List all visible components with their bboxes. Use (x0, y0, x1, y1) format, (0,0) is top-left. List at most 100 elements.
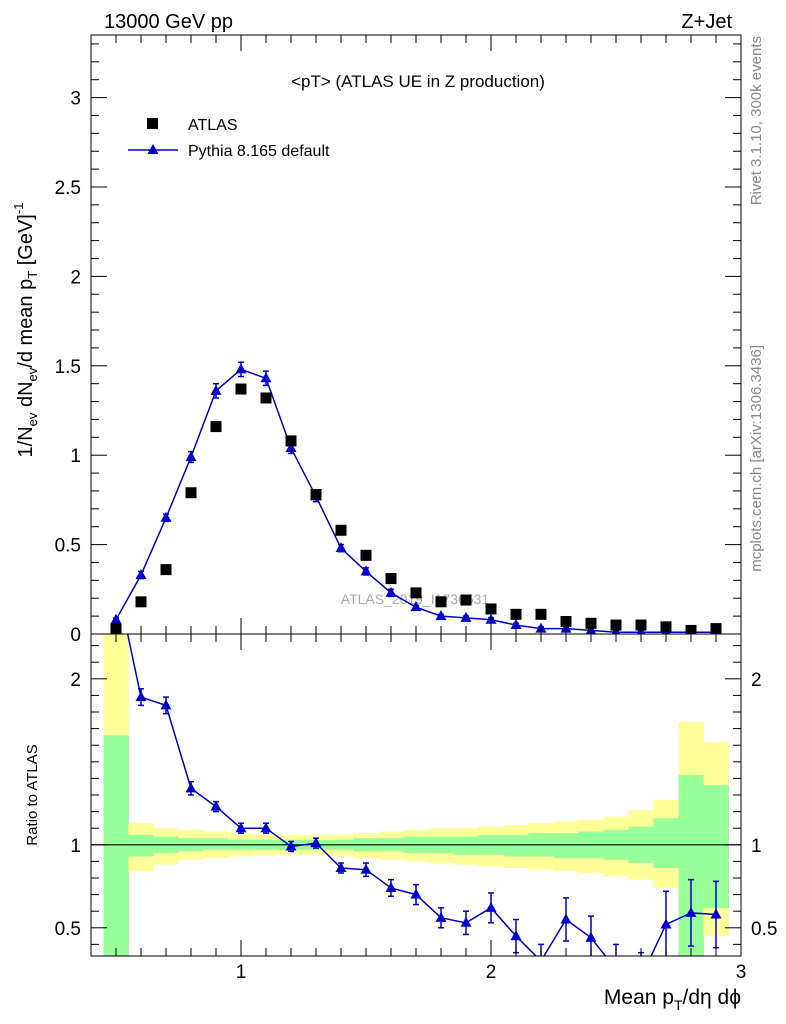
ratio-point (111, 573, 122, 583)
ratio-point (460, 916, 472, 927)
watermark: ATLAS_2019_I1736531 (341, 591, 490, 607)
pythia-point (210, 384, 222, 395)
main-ylabel: 1/Nev dNev/d mean pT [GeV]-1 (11, 203, 40, 458)
ratio-point (360, 863, 372, 874)
atlas-point (410, 587, 422, 599)
atlas-point (535, 608, 547, 620)
ratio-x-tick-label: 3 (736, 962, 747, 983)
ratio-point (510, 930, 522, 941)
ratio-xlabel: Mean pT/dη dϕ (604, 986, 741, 1013)
ratio-panel: 0.5 0.5 1 1 2 2 1 2 3 Ratio to ATLAS Mean pT/dη … (24, 573, 777, 1013)
atlas-point (210, 421, 222, 433)
pythia-point (160, 511, 172, 522)
atlas-point (460, 594, 472, 606)
side-label-bottom: mcplots.cern.ch [arXiv:1306.3436] (748, 345, 765, 572)
main-y-tick-label: 2 (70, 267, 81, 288)
atlas-point (285, 435, 297, 447)
main-panel: ATLAS_2019_I1736531 0 0.5 1 1.5 2 2.5 3 <pT> (… (11, 34, 742, 646)
atlas-point (560, 615, 572, 627)
pythia-point (285, 442, 297, 453)
atlas-point (260, 392, 272, 404)
ratio-point (710, 908, 722, 919)
main-y-tick-label: 1 (70, 446, 81, 467)
ratio-green-band (453, 836, 479, 855)
pythia-point (185, 450, 197, 461)
pythia-point (435, 610, 447, 621)
pythia-point (260, 372, 272, 383)
ratio-x-tick-label: 2 (486, 962, 497, 983)
main-y-tick-label: 2.5 (55, 178, 81, 199)
ratio-point (160, 699, 172, 710)
side-label-top: Rivet 3.1.10, 300k events (748, 36, 765, 205)
ratio-green-band (653, 818, 679, 869)
ratio-point (611, 963, 622, 973)
atlas-point (610, 619, 622, 631)
pythia-point (410, 601, 422, 612)
atlas-point (360, 549, 372, 561)
ratio-point (660, 918, 672, 929)
legend-atlas-label: ATLAS (188, 117, 238, 134)
atlas-point (235, 383, 247, 395)
main-title: <pT> (ATLAS UE in Z production) (291, 72, 545, 91)
atlas-point (135, 596, 147, 608)
ratio-point (485, 901, 497, 912)
atlas-point (310, 489, 322, 501)
ratio-green-band (103, 735, 129, 956)
atlas-point (185, 487, 197, 499)
ratio-y-tick-label-right: 0.5 (751, 919, 777, 940)
pythia-point (460, 611, 472, 622)
ratio-point (335, 862, 347, 873)
atlas-point (585, 617, 597, 629)
ratio-point (560, 913, 572, 924)
ratio-point (285, 840, 297, 851)
ratio-y-tick-label: 2 (70, 670, 81, 691)
atlas-point (385, 573, 397, 585)
ratio-point (636, 972, 647, 982)
pythia-point (235, 363, 247, 374)
ratio-y-tick-label-right: 2 (751, 670, 762, 691)
ratio-point (260, 822, 272, 833)
ratio-green-band (203, 838, 229, 850)
atlas-point (335, 524, 347, 536)
legend-pythia-marker (147, 144, 159, 154)
pythia-point (135, 568, 147, 579)
pythia-point (360, 565, 372, 576)
ratio-y-tick-label-right: 1 (751, 836, 762, 857)
legend-pythia-label: Pythia 8.165 default (188, 143, 330, 160)
atlas-point (160, 564, 172, 576)
main-y-tick-label: 3 (70, 89, 81, 110)
ratio-point (135, 691, 147, 702)
atlas-point (435, 596, 447, 608)
pythia-point (335, 542, 347, 553)
legend: ATLAS Pythia 8.165 default (128, 117, 330, 160)
process-label: Z+Jet (681, 11, 732, 33)
ratio-x-tick-label: 1 (236, 962, 247, 983)
ratio-y-tick-label: 0.5 (55, 919, 81, 940)
ratio-point (310, 837, 322, 848)
atlas-point (485, 603, 497, 615)
atlas-point (510, 608, 522, 620)
pythia-point (110, 613, 122, 624)
pythia-point (510, 619, 522, 630)
ratio-point (185, 782, 197, 793)
ratio-green-band (128, 834, 154, 857)
ratio-point (435, 911, 447, 922)
main-y-tick-label: 0 (70, 625, 81, 646)
ratio-green-band (553, 833, 579, 859)
ratio-green-band (503, 834, 529, 857)
main-y-tick-label: 1.5 (55, 357, 81, 378)
main-y-tick-label: 0.5 (55, 536, 81, 557)
pythia-point (385, 586, 397, 597)
ratio-point (235, 822, 247, 833)
ratio-ylabel: Ratio to ATLAS (24, 744, 41, 845)
ratio-point (385, 881, 397, 892)
ratio-point (410, 888, 422, 899)
legend-atlas-marker (147, 118, 158, 129)
ratio-y-tick-label: 1 (70, 836, 81, 857)
energy-label: 13000 GeV pp (104, 11, 233, 33)
atlas-point (635, 619, 647, 631)
ratio-point (685, 906, 697, 917)
ratio-point (585, 931, 597, 942)
ratio-point (210, 800, 222, 811)
